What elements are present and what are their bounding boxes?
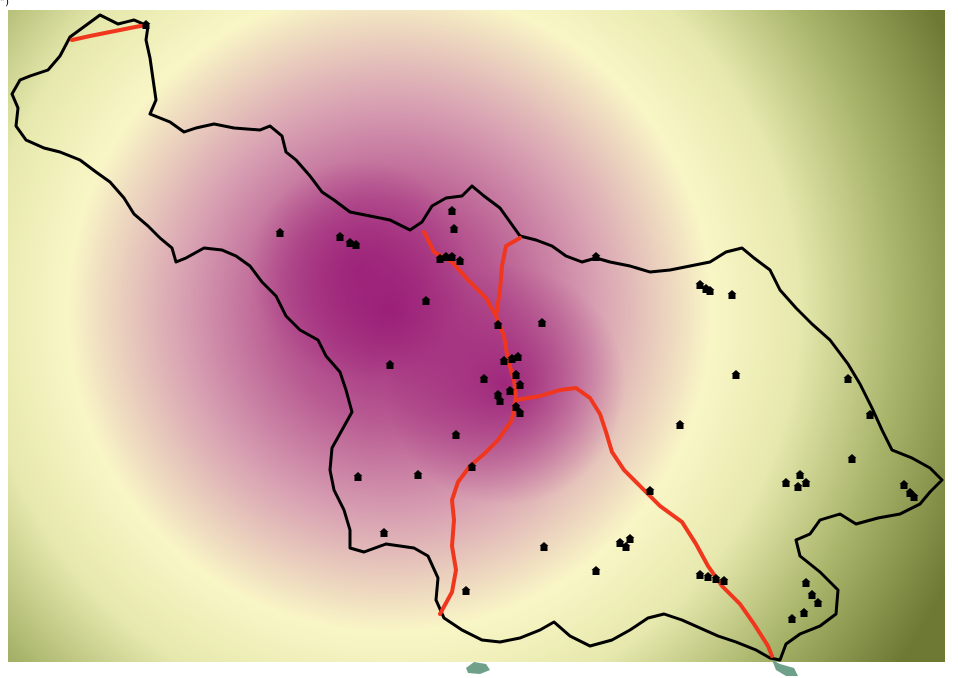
house-icon (275, 228, 285, 237)
house-icon (843, 374, 853, 383)
house-icon (515, 380, 525, 389)
house-icon (493, 320, 503, 329)
house-icon (787, 614, 797, 623)
house-icon (385, 360, 395, 369)
house-icon (141, 20, 151, 29)
house-icon (615, 538, 625, 547)
water-body (772, 660, 798, 676)
house-icon (505, 386, 515, 395)
house-icon (705, 286, 715, 295)
house-icon (909, 492, 919, 501)
house-icon (515, 408, 525, 417)
house-icon (731, 370, 741, 379)
house-icon (513, 352, 523, 361)
house-icon (467, 462, 477, 471)
corner-mark: ”) (0, 0, 10, 8)
road-segment (438, 314, 518, 616)
house-icon (379, 528, 389, 537)
house-icon (899, 480, 909, 489)
house-icon (421, 296, 431, 305)
house-icon (511, 370, 521, 379)
house-icon (727, 290, 737, 299)
house-icon (441, 252, 451, 261)
house-icon (781, 478, 791, 487)
road-network (70, 23, 774, 658)
point-features (141, 20, 919, 623)
house-icon (447, 206, 457, 215)
road-segment (494, 236, 522, 318)
house-icon (621, 542, 631, 551)
house-icon (625, 534, 635, 543)
house-icon (335, 232, 345, 241)
house-icon (703, 572, 713, 581)
house-icon (479, 374, 489, 383)
house-icon (695, 280, 705, 289)
house-icon (847, 454, 857, 463)
road-segment (514, 386, 774, 658)
house-icon (447, 252, 457, 261)
house-icon (719, 576, 729, 585)
house-icon (793, 482, 803, 491)
house-icon (351, 240, 361, 249)
house-icon (695, 570, 705, 579)
house-icon (455, 256, 465, 265)
house-icon (495, 396, 505, 405)
water-bodies (466, 660, 798, 676)
house-icon (539, 542, 549, 551)
house-icon (449, 224, 459, 233)
house-icon (645, 486, 655, 495)
house-icon (813, 598, 823, 607)
house-icon (801, 478, 811, 487)
road-segment (422, 230, 498, 318)
district-boundary (10, 13, 944, 662)
house-icon (507, 354, 517, 363)
house-icon (807, 590, 817, 599)
house-icon (905, 488, 915, 497)
house-icon (451, 430, 461, 439)
house-icon (675, 420, 685, 429)
house-icon (499, 356, 509, 365)
house-icon (701, 284, 711, 293)
house-icon (711, 574, 721, 583)
house-icon (435, 254, 445, 263)
house-icon (511, 402, 521, 411)
house-icon (353, 472, 363, 481)
house-icon (461, 586, 471, 595)
house-icon (865, 410, 875, 419)
house-icon (799, 608, 809, 617)
house-icon (413, 470, 423, 479)
house-icon (591, 252, 601, 261)
house-icon (591, 566, 601, 575)
house-icon (345, 238, 355, 247)
density-hotspot-west (8, 10, 945, 662)
house-icon (795, 470, 805, 479)
house-icon (493, 390, 503, 399)
house-icon (801, 578, 811, 587)
house-icon (537, 318, 547, 327)
water-body (466, 662, 490, 674)
road-segment (70, 23, 148, 42)
